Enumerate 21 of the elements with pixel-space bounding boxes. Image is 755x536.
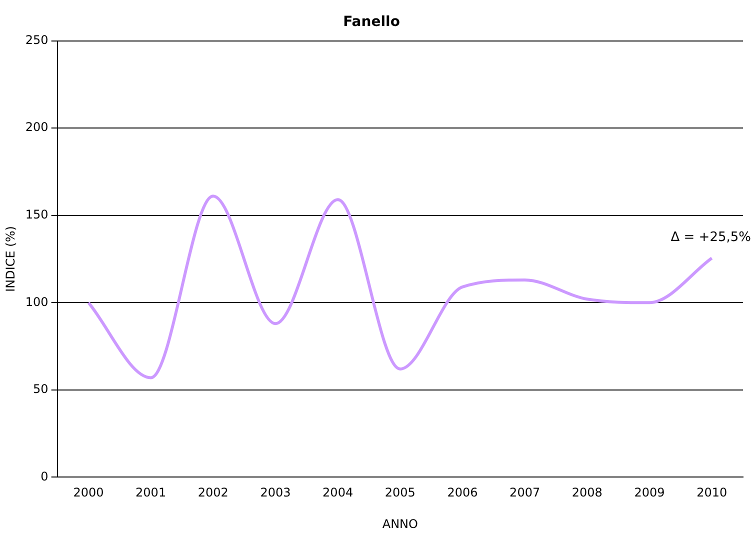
y-tick-label: 100 — [25, 294, 48, 309]
x-tick-label: 2009 — [634, 486, 665, 500]
x-tick-label: 2008 — [572, 486, 602, 500]
y-axis-title: INDICE (%) — [3, 226, 18, 292]
y-tick-label: 150 — [25, 207, 48, 222]
x-tick-label: 2001 — [136, 486, 166, 500]
x-tick-label: 2002 — [198, 486, 228, 500]
x-axis-title: ANNO — [382, 516, 418, 531]
y-tick-label: 50 — [33, 382, 48, 396]
x-tick-label: 2000 — [73, 486, 104, 500]
chart-title: Fanello — [343, 14, 400, 30]
annotation: Δ = +25,5% — [670, 230, 752, 245]
x-tick-label: 2003 — [260, 486, 291, 500]
y-tick-label: 200 — [25, 120, 48, 134]
y-tick-label: 250 — [25, 32, 48, 47]
x-tick-label: 2010 — [696, 486, 728, 500]
x-tick-label: 2006 — [447, 486, 478, 500]
x-tick-label: 2005 — [384, 486, 416, 500]
y-tick-label: 0 — [40, 469, 48, 484]
x-tick-label: 2004 — [322, 486, 354, 500]
x-tick-label: 2007 — [510, 486, 540, 500]
